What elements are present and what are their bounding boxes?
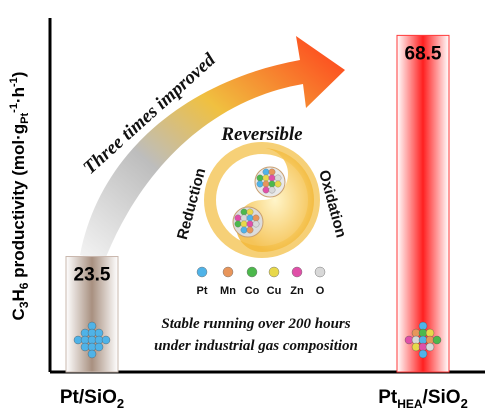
cluster-atom bbox=[418, 335, 428, 345]
particle-atom bbox=[262, 180, 270, 188]
particle-atom bbox=[274, 174, 282, 182]
category-label-pt-sio2: Pt/SiO2 bbox=[60, 387, 124, 411]
particle-atom bbox=[234, 220, 242, 228]
cluster-atom bbox=[418, 349, 428, 359]
legend-swatch-cu bbox=[268, 266, 280, 278]
y-axis-label: C3H6 productivity (mol·gPt-1·h-1) bbox=[8, 72, 31, 321]
particle-atom bbox=[262, 168, 270, 176]
particle-atom bbox=[268, 180, 276, 188]
bar-pthea-sio2 bbox=[396, 34, 450, 373]
cluster-atom bbox=[418, 342, 428, 352]
particle-atom bbox=[268, 168, 276, 176]
legend-swatch-co bbox=[246, 266, 258, 278]
oxidation-label: Oxidation bbox=[315, 168, 349, 239]
particle-atom bbox=[246, 208, 254, 216]
data-label-pt-sio2: 23.5 bbox=[74, 265, 111, 286]
cluster-atom bbox=[404, 335, 414, 345]
particle-atom bbox=[246, 214, 254, 222]
cluster-atom bbox=[425, 342, 435, 352]
footer-line-2: under industrial gas composition bbox=[154, 338, 358, 354]
legend-swatch-o bbox=[314, 266, 326, 278]
cluster-atom bbox=[87, 321, 97, 331]
cluster-atom bbox=[94, 328, 104, 338]
cluster-atom bbox=[411, 335, 421, 345]
particle-atom bbox=[246, 226, 254, 234]
cluster-atom bbox=[411, 328, 421, 338]
particle-atom bbox=[256, 180, 264, 188]
particle-atom bbox=[240, 208, 248, 216]
cluster-atom bbox=[87, 349, 97, 359]
particle-atom bbox=[240, 214, 248, 222]
bars-group: 23.5 68.5 bbox=[65, 34, 450, 373]
improvement-arrow bbox=[80, 36, 345, 262]
particle-atom bbox=[268, 186, 276, 194]
particle-atom bbox=[256, 174, 264, 182]
cluster-atom bbox=[418, 328, 428, 338]
legend-swatch-mn bbox=[222, 266, 234, 278]
cluster-atom bbox=[425, 335, 435, 345]
particle-atom bbox=[252, 220, 260, 228]
particle-atom bbox=[252, 214, 260, 222]
nanoparticle-atoms bbox=[234, 168, 282, 234]
cluster-atom bbox=[94, 342, 104, 352]
cluster-atom bbox=[432, 335, 442, 345]
data-label-pthea-sio2: 68.5 bbox=[405, 43, 442, 64]
cluster-atom bbox=[411, 342, 421, 352]
element-legend: Pt Mn Co Cu Zn O bbox=[196, 266, 326, 297]
footer-line-1: Stable running over 200 hours bbox=[161, 316, 350, 332]
legend-label-zn: Zn bbox=[290, 285, 304, 297]
legend-swatch-zn bbox=[291, 266, 303, 278]
reversible-illustration: Reversible Reduction Oxidation bbox=[174, 124, 350, 258]
particle-atom bbox=[246, 220, 254, 228]
particle-atom bbox=[234, 214, 242, 222]
particle-atom bbox=[262, 186, 270, 194]
particle-atom bbox=[268, 174, 276, 182]
particle-atom bbox=[240, 226, 248, 234]
reduction-label: Reduction bbox=[174, 166, 209, 241]
cluster-atom bbox=[425, 328, 435, 338]
legend-label-mn: Mn bbox=[220, 285, 236, 297]
legend-swatch-pt bbox=[196, 266, 208, 278]
legend-label-co: Co bbox=[245, 285, 260, 297]
particle-atom bbox=[240, 220, 248, 228]
cluster-atom bbox=[418, 321, 428, 331]
reversible-title: Reversible bbox=[220, 124, 303, 145]
legend-label-cu: Cu bbox=[267, 285, 282, 297]
particle-atom bbox=[262, 174, 270, 182]
legend-label-o: O bbox=[316, 285, 325, 297]
category-label-pthea-sio2: PtHEA/SiO2 bbox=[378, 387, 468, 411]
cluster-atom bbox=[101, 335, 111, 345]
legend-label-pt: Pt bbox=[197, 285, 208, 297]
particle-atom bbox=[274, 180, 282, 188]
